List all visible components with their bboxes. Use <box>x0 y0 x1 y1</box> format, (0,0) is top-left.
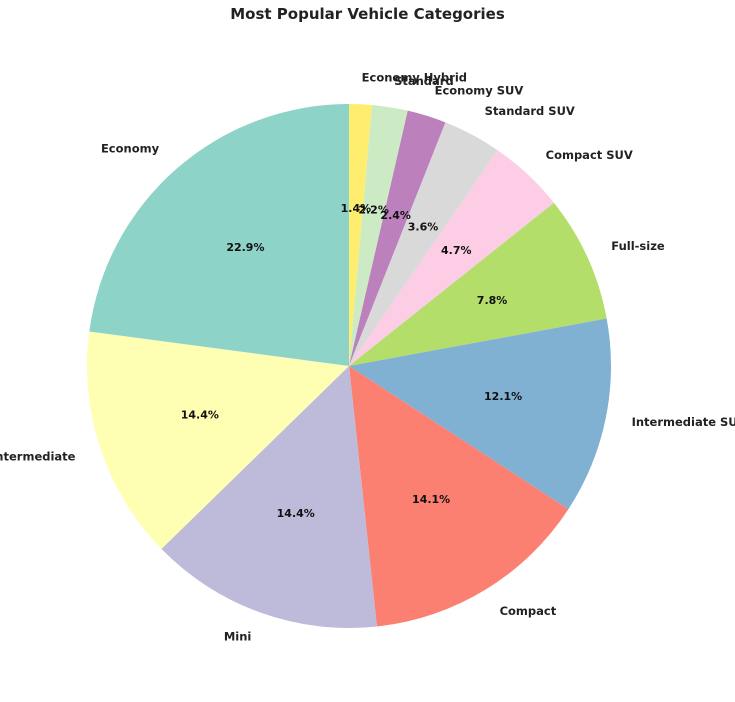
pie-slice-intermediate <box>87 331 349 549</box>
slice-label-intermediate-suv: Intermediate SUV <box>632 415 735 429</box>
pct-label-compact: 14.1% <box>412 493 450 506</box>
pie-slice-compact <box>349 366 569 627</box>
slice-label-standard-suv: Standard SUV <box>485 104 575 118</box>
chart-title: Most Popular Vehicle Categories <box>230 5 505 23</box>
slice-label-standard: Standard <box>394 74 454 88</box>
pie-slice-compact-suv <box>349 150 554 366</box>
pie-slice-full-size <box>349 202 607 366</box>
slice-label-compact: Compact <box>500 604 557 618</box>
slice-label-economy-suv: Economy SUV <box>435 83 524 97</box>
slice-label-compact-suv: Compact SUV <box>546 148 633 162</box>
slice-label-economy: Economy <box>101 142 160 156</box>
pct-label-economy-hybrid: 1.4% <box>341 202 372 215</box>
pct-label-intermediate-suv: 12.1% <box>484 390 522 403</box>
slice-label-full-size: Full-size <box>611 239 665 253</box>
pct-label-economy: 22.9% <box>226 241 264 254</box>
pie-slice-economy <box>89 104 349 366</box>
pie-slice-standard <box>349 105 408 366</box>
slice-label-economy-hybrid: Economy Hybrid <box>362 71 467 85</box>
pct-label-standard-suv: 3.6% <box>408 220 439 233</box>
pct-label-compact-suv: 4.7% <box>441 244 472 257</box>
pct-label-full-size: 7.8% <box>477 294 508 307</box>
pct-label-standard: 2.2% <box>358 204 389 217</box>
pie-slice-economy-hybrid <box>349 104 373 366</box>
slice-label-intermediate: Intermediate <box>0 449 76 463</box>
pct-label-mini: 14.4% <box>277 507 315 520</box>
pct-label-intermediate: 14.4% <box>181 409 219 422</box>
pie-slice-economy-suv <box>349 110 446 367</box>
pie-slice-standard-suv <box>349 122 498 366</box>
pct-label-economy-suv: 2.4% <box>380 209 411 222</box>
pie-slice-mini <box>161 366 377 629</box>
pie-slice-intermediate-suv <box>349 318 611 510</box>
slice-label-mini: Mini <box>224 630 252 644</box>
